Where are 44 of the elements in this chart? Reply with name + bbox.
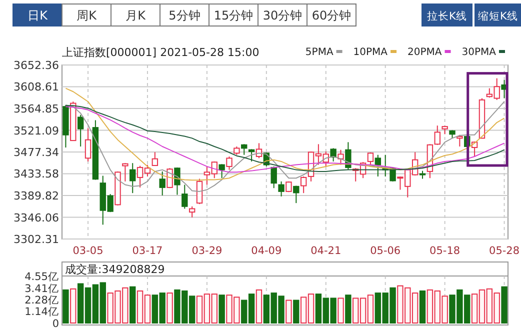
x-tick-label: 03-29: [192, 245, 222, 257]
bar: [293, 300, 300, 324]
button: 30分钟: [258, 4, 308, 26]
legend-label: 30PMA: [462, 47, 496, 58]
button: 5分钟: [160, 4, 210, 26]
y-tick-label: 3521.09: [14, 124, 59, 138]
button: 日K: [12, 4, 62, 26]
y-tick-label: 3433.58: [14, 168, 59, 181]
y-tick-label: 3477.34: [14, 146, 59, 159]
y-tick-label: 3346.06: [14, 211, 59, 224]
chart-title: 上证指数[000001] 2021-05-28 15:00: [62, 46, 260, 59]
y-tick-label: 0: [52, 318, 59, 329]
x-tick-label: 03-05: [72, 245, 104, 257]
bar: [419, 290, 426, 324]
button: 周K: [62, 4, 112, 26]
x-tick-label: 04-09: [251, 245, 282, 257]
legend-label: 20PMA: [408, 47, 442, 58]
text: 成交量:349208829: [65, 263, 165, 276]
legend-label: 10PMA: [353, 47, 388, 58]
button: 15分钟: [208, 4, 258, 26]
button: 60分钟: [306, 4, 356, 26]
y-tick-label: 3652.36: [14, 59, 59, 72]
bar: [345, 294, 352, 324]
legend-label: 5PMA: [305, 47, 334, 58]
bar: [501, 286, 508, 324]
button: 月K: [110, 4, 160, 26]
x-tick-label: 05-06: [370, 245, 401, 257]
y-tick-label: 3.41亿: [24, 282, 59, 295]
button: 拉长K线: [422, 4, 472, 26]
bar: [130, 286, 136, 324]
x-tick-label: 05-28: [489, 245, 520, 257]
y-tick-label: 3389.82: [14, 190, 59, 202]
button: 缩短K线: [474, 4, 521, 26]
bar: [62, 289, 69, 324]
x-tick-label: 04-21: [310, 245, 342, 257]
bar: [218, 294, 225, 324]
y-tick-label: 4.55亿: [24, 271, 59, 283]
x-tick-label: 05-18: [430, 245, 460, 257]
y-tick-label: 2.28亿: [24, 294, 59, 306]
y-tick-label: 1.14亿: [24, 306, 59, 318]
y-tick-label: 3608.61: [14, 80, 59, 94]
y-tick-label: 3302.31: [14, 233, 59, 246]
y-tick-label: 3564.85: [14, 102, 59, 116]
x-tick-label: 03-17: [132, 245, 163, 257]
